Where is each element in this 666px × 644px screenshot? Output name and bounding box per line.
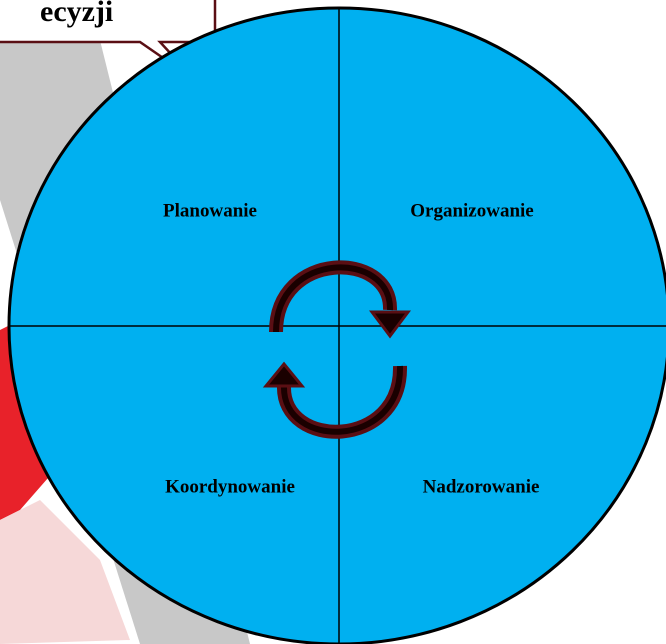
callout-text: ecyzji — [40, 0, 113, 28]
quadrant-label: Nadzorowanie — [423, 476, 540, 497]
quadrant-label: Koordynowanie — [165, 476, 295, 497]
quadrant-label: Organizowanie — [410, 200, 534, 221]
diagram: ecyzji Planowanie Organizowanie Koordyno… — [0, 0, 666, 644]
page: ecyzji Planowanie Organizowanie Koordyno… — [0, 0, 666, 644]
quadrant-label: Planowanie — [163, 200, 257, 221]
